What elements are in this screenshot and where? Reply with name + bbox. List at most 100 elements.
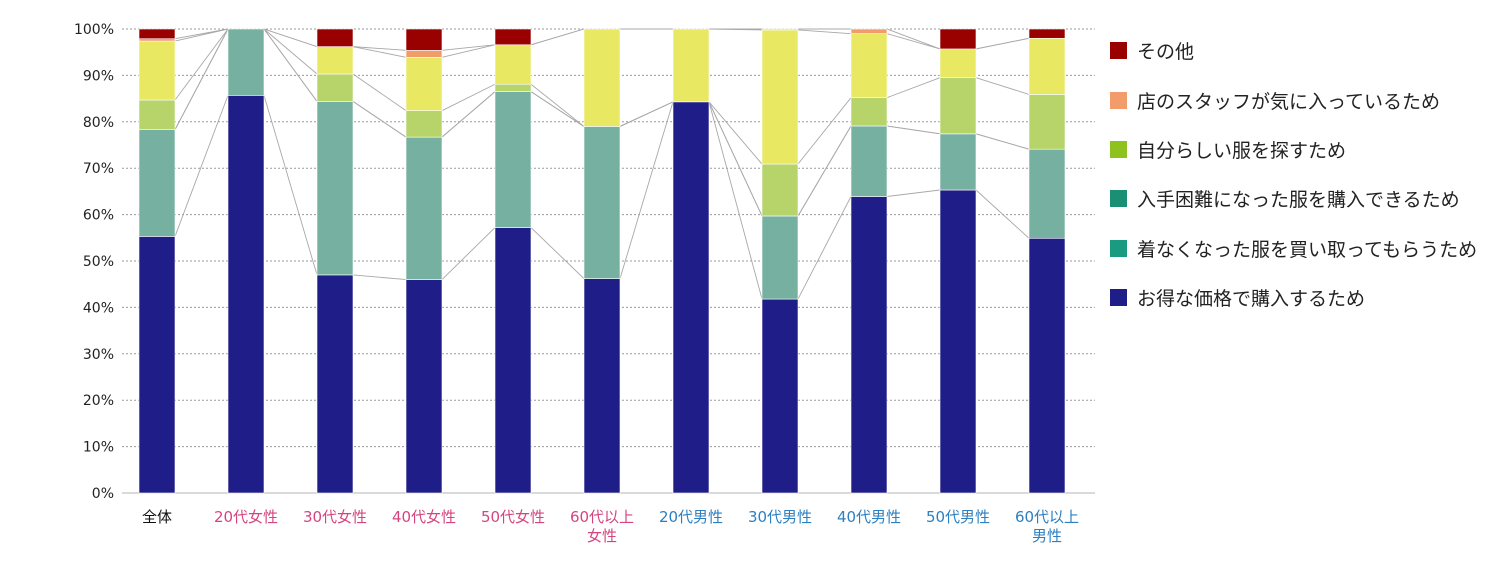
bar-segment bbox=[138, 28, 176, 40]
x-tick-label: 40代女性 bbox=[392, 508, 456, 526]
x-tick-label: 女性 bbox=[587, 527, 617, 545]
connector-line bbox=[530, 227, 585, 279]
y-tick-label: 60% bbox=[83, 208, 114, 224]
x-tick-label: 60代以上 bbox=[1015, 508, 1079, 526]
bar-segment bbox=[1028, 237, 1066, 494]
legend-item: 入手困難になった服を購入できるため bbox=[1110, 174, 1477, 223]
connector-lines bbox=[174, 28, 1030, 300]
legend-swatch bbox=[1110, 140, 1127, 158]
bar-segment bbox=[138, 40, 176, 101]
connector-line bbox=[263, 95, 318, 276]
bar-segment bbox=[850, 125, 888, 197]
bar-0 bbox=[138, 28, 176, 494]
connector-line bbox=[975, 37, 1030, 50]
legend-swatch bbox=[1110, 289, 1127, 307]
legend-swatch bbox=[1110, 91, 1127, 109]
y-tick-label: 50% bbox=[83, 254, 114, 270]
bar-6 bbox=[672, 28, 710, 494]
connector-line bbox=[352, 73, 407, 112]
bar-segment bbox=[1028, 148, 1066, 239]
bar-segment bbox=[761, 29, 799, 165]
connector-line bbox=[441, 227, 496, 280]
bar-5 bbox=[583, 28, 621, 494]
bar-4 bbox=[494, 28, 532, 494]
y-tick-label: 40% bbox=[83, 300, 114, 316]
y-tick-label: 0% bbox=[92, 486, 114, 502]
bar-segment bbox=[227, 95, 265, 494]
connector-line bbox=[708, 101, 763, 165]
bar-segment bbox=[1028, 37, 1066, 95]
bar-segment bbox=[316, 101, 354, 276]
bar-segment bbox=[583, 28, 621, 127]
bar-segment bbox=[227, 28, 265, 96]
bar-segment bbox=[138, 129, 176, 237]
bar-7 bbox=[761, 28, 799, 494]
x-tick-label: 20代女性 bbox=[214, 508, 278, 526]
y-tick-label: 100% bbox=[74, 22, 114, 38]
legend-label: 店のスタッフが気に入っているため bbox=[1137, 90, 1441, 113]
bar-segment bbox=[761, 215, 799, 300]
bar-segment bbox=[494, 83, 532, 92]
bar-segment bbox=[405, 57, 443, 111]
connector-line bbox=[530, 83, 585, 127]
bar-segment bbox=[1028, 94, 1066, 150]
connector-line bbox=[886, 77, 941, 99]
bar-segment bbox=[405, 28, 443, 51]
legend-item: その他 bbox=[1110, 26, 1477, 75]
connector-line bbox=[441, 91, 496, 138]
bar-segment bbox=[583, 126, 621, 279]
bar-segment bbox=[939, 77, 977, 135]
x-tick-label: 男性 bbox=[1032, 527, 1062, 545]
connector-line bbox=[619, 101, 674, 279]
legend-label: 自分らしい服を探すため bbox=[1137, 139, 1347, 162]
legend-label: お得な価格で購入するため bbox=[1137, 288, 1366, 311]
x-tick-label: 全体 bbox=[142, 508, 172, 526]
legend-swatch bbox=[1110, 239, 1127, 257]
connector-line bbox=[174, 28, 229, 130]
legend-item: 自分らしい服を探すため bbox=[1110, 125, 1477, 174]
connector-line bbox=[263, 28, 318, 102]
legend-label: その他 bbox=[1137, 41, 1195, 64]
bar-segment bbox=[138, 99, 176, 130]
bar-segment bbox=[672, 28, 710, 103]
legend: その他 店のスタッフが気に入っているため 自分らしい服を探すため 入手困難になっ… bbox=[1110, 26, 1477, 322]
legend-swatch bbox=[1110, 190, 1127, 208]
connector-line bbox=[797, 29, 852, 35]
connector-line bbox=[975, 133, 1030, 150]
legend-label: 入手困難になった服を購入できるため bbox=[1137, 189, 1460, 212]
connector-line bbox=[441, 44, 496, 58]
bar-segment bbox=[138, 236, 176, 494]
connector-line bbox=[352, 101, 407, 138]
bar-segment bbox=[939, 28, 977, 50]
bar-segment bbox=[138, 38, 176, 42]
bar-segment bbox=[672, 101, 710, 494]
bar-segment bbox=[850, 97, 888, 127]
bar-3 bbox=[405, 28, 443, 494]
bar-segment bbox=[316, 46, 354, 75]
y-tick-label: 20% bbox=[83, 393, 114, 409]
bar-segment bbox=[405, 110, 443, 138]
connector-line bbox=[886, 28, 941, 50]
bar-segment bbox=[761, 163, 799, 217]
y-tick-label: 90% bbox=[83, 68, 114, 84]
y-tick-label: 80% bbox=[83, 115, 114, 131]
connector-line bbox=[797, 125, 852, 217]
connector-line bbox=[975, 189, 1030, 239]
x-tick-label: 60代以上 bbox=[570, 508, 634, 526]
x-tick-label: 30代女性 bbox=[303, 508, 367, 526]
bar-segment bbox=[494, 91, 532, 228]
connector-line bbox=[441, 83, 496, 112]
bar-segment bbox=[316, 73, 354, 102]
y-tick-label: 10% bbox=[83, 440, 114, 456]
bar-segment bbox=[405, 279, 443, 494]
bar-segment bbox=[494, 28, 532, 46]
legend-item: 着なくなった服を買い取ってもらうため bbox=[1110, 224, 1477, 273]
connector-line bbox=[263, 28, 318, 48]
connector-line bbox=[708, 101, 763, 217]
connector-line bbox=[441, 44, 496, 51]
bar-segment bbox=[1028, 28, 1066, 39]
connector-line bbox=[975, 77, 1030, 95]
connector-line bbox=[708, 101, 763, 300]
bar-segment bbox=[316, 274, 354, 494]
